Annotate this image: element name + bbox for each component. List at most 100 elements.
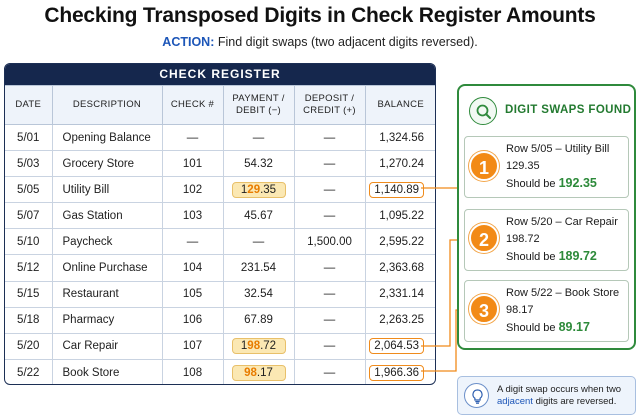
row-balance: 2,363.68: [364, 254, 435, 282]
transposed-amount-highlight: 198.72: [231, 338, 286, 355]
row-date: 5/05: [5, 176, 53, 204]
action-text: Find digit swaps (two adjacent digits re…: [217, 35, 478, 49]
col-header-deposit: DEPOSIT / CREDIT (+): [293, 85, 366, 125]
row-payment: 67.89: [222, 306, 295, 334]
swap-correction: Should be 189.72: [506, 248, 628, 266]
register-title: CHECK REGISTER: [5, 64, 435, 85]
row-check-number: 104: [161, 254, 224, 282]
affected-balance-box: 2,064.53: [369, 338, 424, 355]
register-row: 5/03 Grocery Store 101 54.32—1,270.24: [5, 150, 435, 178]
row-deposit: —: [293, 123, 366, 152]
row-date: 5/15: [5, 280, 53, 308]
row-payment: —: [222, 228, 295, 256]
row-date: 5/10: [5, 228, 53, 256]
row-deposit: —: [293, 280, 366, 308]
row-check-number: —: [161, 228, 224, 256]
col-header-check: CHECK #: [161, 85, 224, 125]
register-row: 5/15 Restaurant 105 32.54—2,331.14: [5, 280, 435, 308]
row-deposit: —: [293, 254, 366, 282]
row-deposit: 1,500.00: [293, 228, 366, 256]
row-check-number: —: [161, 123, 224, 152]
row-description: Paycheck: [51, 228, 163, 256]
page-subtitle: ACTION: Find digit swaps (two adjacent d…: [0, 35, 640, 49]
register-table: DATE DESCRIPTION CHECK # PAYMENT / DEBIT …: [5, 85, 435, 384]
search-icon: [469, 97, 497, 125]
register-row: 5/12 Online Purchase 104 231.54—2,363.68: [5, 254, 435, 282]
row-payment: 198.72: [222, 332, 295, 360]
payment-header-line1: PAYMENT /: [232, 93, 285, 104]
col-header-description: DESCRIPTION: [51, 85, 163, 125]
row-balance: 2,263.25: [364, 306, 435, 334]
row-description: Restaurant: [51, 280, 163, 308]
info-note: A digit swap occurs when two adjacent dig…: [457, 376, 636, 415]
swap-card-1: Row 5/05 – Utility Bill 129.35 Should be…: [464, 136, 629, 198]
row-check-number: 101: [161, 150, 224, 178]
row-deposit: —: [293, 306, 366, 334]
swapped-digits: 98: [247, 340, 261, 353]
register-row: 5/07 Gas Station 103 45.67—1,095.22: [5, 202, 435, 230]
register-row: 5/05 Utility Bill 102 129.35 —1,140.89: [5, 176, 435, 204]
row-date: 5/22: [5, 358, 53, 384]
swap-fixed-value: 192.35: [558, 176, 597, 190]
row-date: 5/01: [5, 123, 53, 152]
affected-balance-box: 1,966.36: [369, 364, 424, 381]
row-payment: 231.54: [222, 254, 295, 282]
row-balance: 1,324.56: [364, 123, 435, 152]
row-date: 5/18: [5, 306, 53, 334]
col-header-date: DATE: [5, 85, 53, 125]
row-description: Pharmacy: [51, 306, 163, 334]
row-balance: 2,331.14: [364, 280, 435, 308]
transposed-amount-highlight: 98.17: [231, 364, 286, 381]
row-deposit: —: [293, 358, 366, 384]
row-payment: 32.54: [222, 280, 295, 308]
swap-wrong-value: 198.72: [506, 233, 540, 245]
row-description: Utility Bill: [51, 176, 163, 204]
swap-row-label: Row 5/22 – Book Store: [506, 287, 620, 299]
row-balance: 1,270.24: [364, 150, 435, 178]
payment-header-line2: DEBIT (−): [235, 105, 282, 116]
register-row: 5/18 Pharmacy 106 67.89—2,263.25: [5, 306, 435, 334]
deposit-header-line1: DEPOSIT /: [304, 93, 355, 104]
row-balance: 2,064.53: [364, 332, 435, 360]
page-title: Checking Transposed Digits in Check Regi…: [44, 4, 596, 27]
row-payment: 129.35: [222, 176, 295, 204]
row-deposit: —: [293, 150, 366, 178]
register-row: 5/22 Book Store 108 98.17 —1,966.36: [5, 358, 435, 384]
swap-row-label: Row 5/05 – Utility Bill: [506, 143, 610, 155]
swap-card-2: Row 5/20 – Car Repair 198.72 Should be 1…: [464, 209, 629, 271]
row-date: 5/12: [5, 254, 53, 282]
col-header-payment: PAYMENT / DEBIT (−): [222, 85, 295, 125]
swap-number-badge-2: 2: [469, 223, 499, 253]
swapped-digits: 29: [247, 183, 261, 196]
lightbulb-icon: [464, 383, 489, 408]
row-check-number: 106: [161, 306, 224, 334]
register-row: 5/01 Opening Balance — — —1,324.56: [5, 123, 435, 152]
row-description: Gas Station: [51, 202, 163, 230]
deposit-header-line2: CREDIT (+): [303, 105, 356, 116]
swap-fixed-value: 89.17: [558, 320, 590, 334]
swap-wrong-value: 129.35: [506, 160, 540, 172]
panel-title: DIGIT SWAPS FOUND: [505, 104, 632, 116]
register-row: 5/10 Paycheck — —1,500.00 2,595.22: [5, 228, 435, 256]
panel-header: DIGIT SWAPS FOUND: [469, 96, 632, 126]
row-description: Opening Balance: [51, 123, 163, 152]
should-be-label: Should be: [506, 178, 556, 190]
row-date: 5/20: [5, 332, 53, 360]
amount-suffix: .17: [256, 366, 273, 379]
swap-fixed-value: 189.72: [558, 249, 597, 263]
row-check-number: 103: [161, 202, 224, 230]
note-text-b: digits are reversed.: [535, 396, 617, 407]
swapped-digits: 98: [244, 366, 257, 379]
row-balance: 1,966.36: [364, 358, 435, 384]
row-deposit: —: [293, 202, 366, 230]
header-row: DATE DESCRIPTION CHECK # PAYMENT / DEBIT …: [5, 85, 435, 125]
swap-correction: Should be 89.17: [506, 319, 628, 337]
row-payment: 54.32: [222, 150, 295, 178]
transposed-amount-highlight: 129.35: [231, 181, 286, 198]
row-date: 5/03: [5, 150, 53, 178]
swap-wrong-value: 98.17: [506, 304, 534, 316]
row-check-number: 102: [161, 176, 224, 204]
row-check-number: 105: [161, 280, 224, 308]
row-description: Grocery Store: [51, 150, 163, 178]
check-register: CHECK REGISTER DATE DESCRIPTION CHECK # …: [4, 63, 436, 385]
